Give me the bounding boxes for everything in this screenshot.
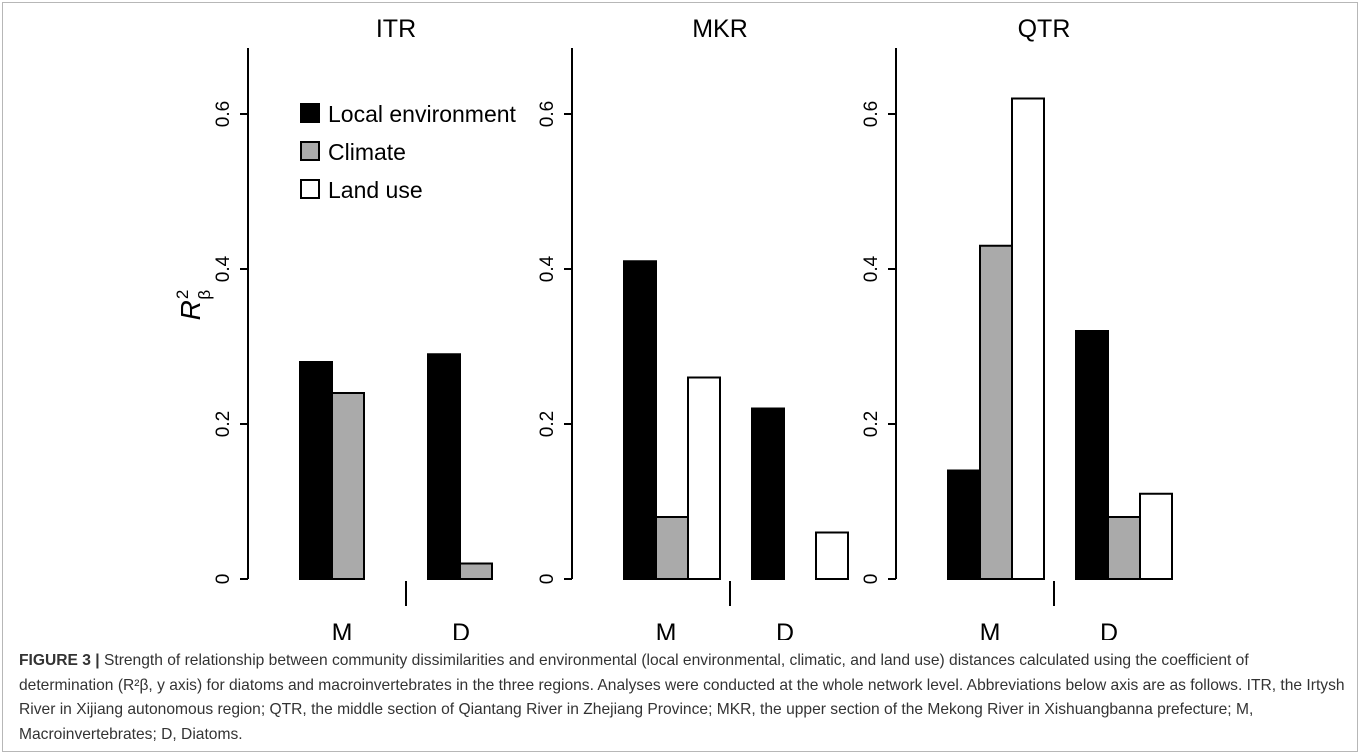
bar-climate-d — [459, 562, 493, 580]
x-category-label: M — [656, 619, 677, 640]
bar-climate-m — [655, 516, 689, 580]
y-tick-label: 0.4 — [861, 255, 882, 282]
legend-swatch-local-environment — [300, 103, 320, 123]
y-tick-label: 0.2 — [861, 411, 882, 437]
y-tick-label: 0.6 — [861, 101, 882, 127]
x-category-label: D — [452, 619, 470, 640]
bar-land-use-m — [1011, 97, 1045, 580]
chart-panel-qtr: QTR 0 0.2 0.4 0.6 M D — [861, 15, 1173, 640]
bar-land-use-m — [687, 376, 721, 580]
legend-entry-label: Climate — [328, 139, 406, 165]
chart-title: ITR — [376, 15, 416, 43]
figure-caption: FIGURE 3 | Strength of relationship betw… — [19, 649, 1347, 747]
chart-panel-mkr: MKR 0 0.2 0.4 0.6 M D — [537, 15, 849, 640]
legend-entry-label: Local environment — [328, 101, 517, 127]
y-tick-label: 0.2 — [537, 411, 558, 437]
caption-text: Strength of relationship between communi… — [19, 652, 1345, 743]
figure-plot: ITR 0 0.2 0.4 0.6 R2 β M D Local environment Clima… — [173, 15, 1173, 640]
legend-entry-label: Land use — [328, 177, 423, 203]
y-tick-label: 0.4 — [537, 255, 558, 282]
y-tick-label: 0 — [537, 574, 558, 585]
bar-local-environment-m — [299, 361, 333, 580]
bar-local-environment-d — [751, 407, 785, 580]
bar-land-use-d — [815, 531, 849, 580]
legend-swatch-land-use — [300, 179, 320, 199]
legend-swatch-climate — [300, 141, 320, 161]
y-axis-label: R2 β — [173, 290, 214, 321]
y-tick-label: 0 — [213, 574, 234, 585]
y-tick-label: 0.6 — [213, 101, 234, 127]
y-axis-label-text: R2 β — [173, 290, 214, 321]
y-tick-label: 0 — [861, 574, 882, 585]
bar-climate-m — [979, 244, 1013, 580]
bar-local-environment-d — [1075, 330, 1109, 580]
chart-title: QTR — [1018, 15, 1071, 43]
chart-panel-itr: ITR 0 0.2 0.4 0.6 R2 β M D Local environment Clima… — [173, 15, 517, 640]
chart-title: MKR — [692, 15, 748, 43]
bar-local-environment-d — [427, 353, 461, 580]
bar-climate-m — [331, 392, 365, 580]
x-category-label: M — [980, 619, 1001, 640]
x-category-label: D — [776, 619, 794, 640]
bar-local-environment-m — [623, 260, 657, 580]
bar-land-use-d — [1139, 492, 1173, 580]
x-category-label: M — [332, 619, 353, 640]
y-tick-label: 0.2 — [213, 411, 234, 437]
caption-label: FIGURE 3 | — [19, 652, 100, 669]
y-tick-label: 0.4 — [213, 255, 234, 282]
bar-local-environment-m — [947, 469, 981, 580]
x-category-label: D — [1100, 619, 1118, 640]
bar-climate-d — [1107, 516, 1141, 580]
y-tick-label: 0.6 — [537, 101, 558, 127]
